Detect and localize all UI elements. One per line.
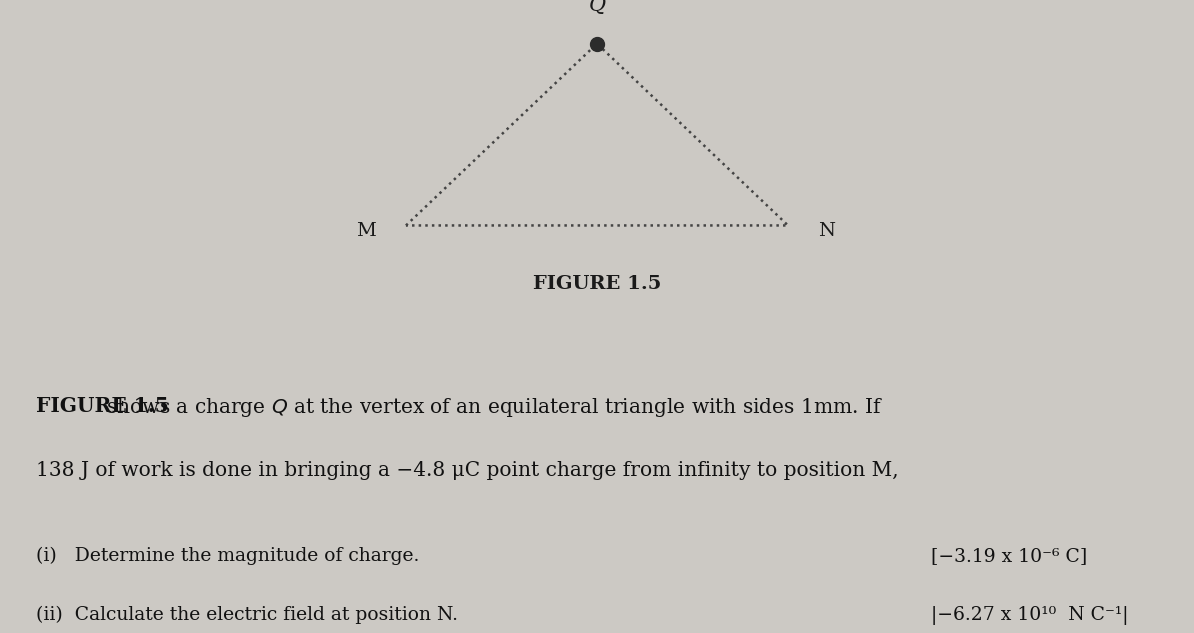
Text: FIGURE 1.5: FIGURE 1.5 (36, 396, 168, 416)
Text: |−6.27 x 10¹⁰  N C⁻¹|: |−6.27 x 10¹⁰ N C⁻¹| (931, 606, 1128, 625)
Text: (i)   Determine the magnitude of charge.: (i) Determine the magnitude of charge. (36, 547, 419, 565)
Text: FIGURE 1.5: FIGURE 1.5 (533, 275, 661, 292)
Text: shows a charge $Q$ at the vertex of an equilateral triangle with sides 1mm. If: shows a charge $Q$ at the vertex of an e… (36, 396, 882, 419)
Text: 138 J of work is done in bringing a −4.8 μC point charge from infinity to positi: 138 J of work is done in bringing a −4.8… (36, 461, 898, 480)
Text: N: N (818, 222, 835, 240)
Point (587, 39, 607, 49)
Text: (ii)  Calculate the electric field at position N.: (ii) Calculate the electric field at pos… (36, 606, 457, 624)
Text: Q: Q (589, 0, 605, 15)
Text: [−3.19 x 10⁻⁶ C]: [−3.19 x 10⁻⁶ C] (931, 547, 1088, 565)
Text: M: M (356, 222, 376, 240)
